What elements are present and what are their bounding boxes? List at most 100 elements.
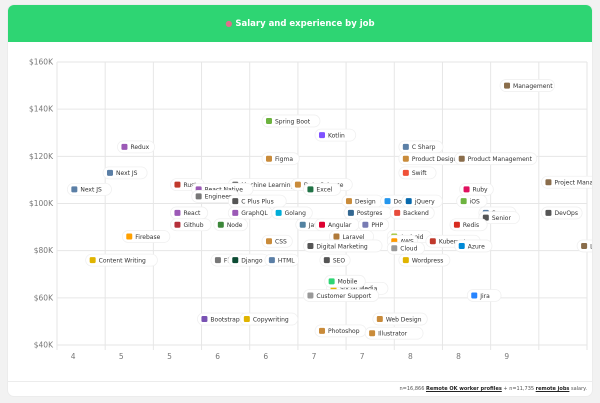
data-point[interactable]: Project Management bbox=[541, 175, 592, 189]
briefcase-icon bbox=[458, 155, 465, 162]
data-point[interactable]: Postgres bbox=[343, 206, 392, 220]
j-icon bbox=[405, 198, 412, 205]
briefcase-icon bbox=[504, 82, 511, 89]
data-point[interactable]: Management bbox=[499, 79, 555, 92]
data-point[interactable]: Excel bbox=[303, 182, 342, 196]
x-tick-label: 5 bbox=[167, 352, 172, 361]
point-label: Machine Learning bbox=[241, 182, 294, 189]
data-point[interactable]: PHP bbox=[357, 218, 390, 232]
y-axis: $40K $60K $80K $100K $120K $140K $160K bbox=[29, 58, 54, 350]
data-point[interactable]: Golang bbox=[271, 206, 313, 220]
data-point[interactable]: GraphQL bbox=[227, 206, 273, 220]
point-label: Next JS bbox=[116, 170, 138, 177]
data-point[interactable]: Content Writing bbox=[85, 253, 158, 267]
square-icon bbox=[174, 209, 181, 216]
point-label: Bootstrap bbox=[210, 316, 239, 323]
data-point[interactable]: Customer Support bbox=[303, 289, 380, 302]
point-pill bbox=[372, 312, 428, 326]
remote-jobs-link[interactable]: remote jobs bbox=[535, 386, 570, 392]
data-point[interactable]: Figma bbox=[261, 152, 300, 166]
data-point[interactable]: Leadership bbox=[576, 239, 592, 253]
brain-icon: ● bbox=[225, 19, 233, 28]
data-point[interactable]: Next JS bbox=[66, 182, 112, 196]
whale-icon bbox=[384, 198, 391, 205]
data-point[interactable]: CSS bbox=[261, 234, 293, 248]
point-label: Redux bbox=[130, 144, 149, 151]
point-label: Django bbox=[241, 257, 263, 264]
data-point[interactable]: Django bbox=[227, 253, 270, 267]
data-point[interactable]: Engineer bbox=[191, 190, 240, 203]
data-point[interactable]: Copywriting bbox=[239, 312, 299, 326]
data-point[interactable]: Digital Marketing bbox=[303, 239, 383, 253]
data-point[interactable]: HTML bbox=[264, 253, 300, 267]
point-pill bbox=[117, 140, 156, 154]
point-label: Next JS bbox=[80, 187, 102, 194]
data-point[interactable]: Ruby bbox=[459, 182, 494, 196]
data-point[interactable]: Design bbox=[341, 194, 384, 208]
point-pill bbox=[454, 152, 538, 166]
point-label: Node bbox=[227, 222, 243, 229]
point-label: React bbox=[183, 210, 201, 217]
square-icon bbox=[201, 316, 208, 323]
data-point[interactable]: Jira bbox=[466, 289, 502, 302]
square-icon bbox=[232, 257, 239, 264]
data-point[interactable]: jQuery bbox=[401, 194, 443, 208]
gem-icon bbox=[463, 186, 470, 193]
point-label: Product Design bbox=[412, 156, 458, 163]
point-label: iOS bbox=[470, 198, 480, 205]
data-point[interactable]: Backend bbox=[389, 206, 435, 220]
data-point[interactable]: Redux bbox=[117, 140, 156, 154]
palette-icon bbox=[345, 198, 352, 205]
data-point[interactable]: Next JS bbox=[102, 166, 148, 180]
data-point[interactable]: Azure bbox=[454, 239, 493, 253]
data-point[interactable]: Web Design bbox=[372, 312, 428, 326]
x-tick-label: 5 bbox=[119, 352, 124, 361]
data-point[interactable]: Cloud bbox=[386, 241, 425, 255]
data-point[interactable]: iOS bbox=[456, 194, 488, 208]
square-icon bbox=[333, 233, 340, 240]
data-point[interactable]: Github bbox=[170, 218, 212, 232]
data-point[interactable]: Wordpress bbox=[398, 253, 451, 267]
point-pill bbox=[102, 166, 148, 180]
x-tick-label: 9 bbox=[504, 352, 509, 361]
chart-icon bbox=[294, 181, 301, 188]
data-point[interactable]: C Plus Plus bbox=[227, 194, 287, 208]
square-icon bbox=[121, 143, 128, 150]
hexagon-icon bbox=[217, 221, 224, 228]
point-pill bbox=[303, 182, 342, 196]
data-point[interactable]: Mobile bbox=[324, 274, 366, 288]
worker-profiles-link[interactable]: Remote OK worker profiles bbox=[425, 386, 502, 392]
data-point[interactable]: Photoshop bbox=[314, 324, 367, 338]
point-label: Github bbox=[183, 222, 203, 229]
data-point[interactable]: Illustrator bbox=[364, 326, 424, 340]
point-pill bbox=[261, 152, 300, 166]
data-point[interactable]: Swift bbox=[398, 166, 437, 180]
briefcase-icon bbox=[545, 179, 552, 186]
data-point[interactable]: Product Management bbox=[454, 152, 538, 166]
point-pill bbox=[364, 326, 424, 340]
point-label: Copywriting bbox=[253, 316, 289, 323]
y-tick-label: $40K bbox=[34, 341, 54, 350]
chart-card: ● Salary and experience by job $40K $60K $… bbox=[8, 5, 592, 396]
point-label: Product Management bbox=[468, 156, 533, 163]
k-icon bbox=[319, 132, 325, 139]
data-point[interactable]: Kotlin bbox=[314, 128, 357, 142]
data-point[interactable]: C Sharp bbox=[398, 140, 444, 154]
point-label: Ruby bbox=[473, 187, 489, 194]
data-point[interactable]: Redis bbox=[449, 218, 488, 232]
palette-icon bbox=[402, 155, 409, 162]
point-label: Digital Marketing bbox=[316, 243, 367, 250]
point-label: Photoshop bbox=[328, 328, 360, 335]
point-label: Leadership bbox=[590, 243, 592, 250]
square-icon bbox=[232, 209, 239, 216]
data-point[interactable]: Spring Boot bbox=[261, 114, 321, 128]
data-point[interactable]: Firebase bbox=[121, 230, 171, 243]
point-label: CSS bbox=[275, 239, 287, 246]
data-point[interactable]: DevOps bbox=[541, 206, 583, 220]
data-point[interactable]: Angular bbox=[314, 218, 360, 232]
data-point[interactable]: SEO bbox=[319, 253, 351, 267]
point-pill bbox=[324, 274, 366, 288]
data-point[interactable]: React bbox=[170, 206, 209, 220]
data-point[interactable]: Senior bbox=[478, 211, 520, 225]
data-point[interactable]: Node bbox=[213, 218, 249, 232]
